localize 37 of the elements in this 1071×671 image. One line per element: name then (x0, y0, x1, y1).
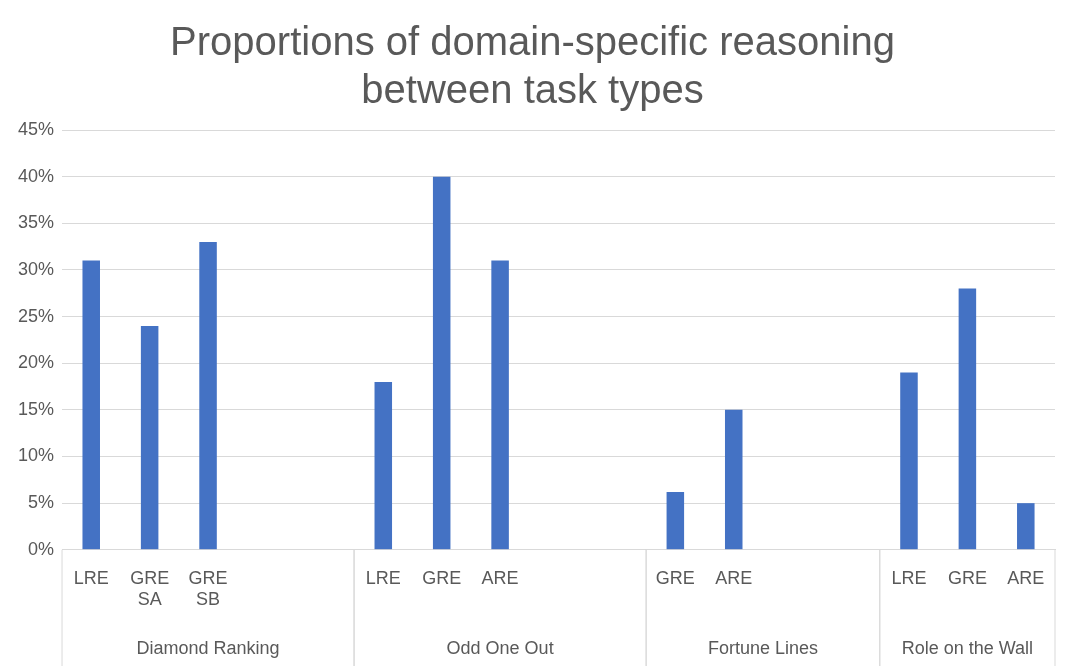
bar (666, 491, 685, 550)
x-tick-label: GRE (947, 567, 987, 588)
y-tick-label: 25% (18, 305, 55, 326)
chart-title: Proportions of domain-specific reasoning between task types (170, 19, 895, 112)
x-tick-label: LRE (73, 567, 109, 588)
y-tick-label: 35% (18, 212, 55, 233)
x-tick-label: LRE (891, 567, 927, 588)
x-tick-label: GRE (422, 567, 462, 588)
bar (374, 381, 393, 550)
y-tick-label: 45% (18, 118, 55, 139)
x-tick-label: GRE (655, 567, 695, 588)
bar (1017, 503, 1035, 550)
text: Odd One Out (446, 637, 554, 658)
x-tick-label: GRE SB (188, 567, 228, 610)
text: Role on the Wall (901, 637, 1034, 658)
y-tick-label: 15% (18, 398, 55, 419)
x-tick-label: ARE (1007, 567, 1045, 588)
bar (82, 260, 100, 550)
y-tick-label: 0% (28, 538, 55, 559)
y-tick-label: 30% (18, 258, 55, 279)
bar (140, 325, 159, 550)
bar (958, 288, 977, 550)
x-tick-label: ARE (481, 567, 519, 588)
y-tick-label: 40% (18, 165, 55, 186)
bar (900, 372, 918, 550)
x-tick-label: GRE SA (130, 567, 170, 610)
bar (199, 241, 217, 550)
x-tick-label: ARE (715, 567, 753, 588)
text: Fortune Lines (707, 637, 818, 658)
bar (491, 260, 509, 550)
x-tick-label: LRE (365, 567, 401, 588)
y-tick-label: 5% (28, 492, 55, 513)
bar (724, 409, 743, 550)
text: Diamond Ranking (136, 637, 280, 658)
y-tick-label: 20% (18, 352, 55, 373)
y-tick-label: 10% (18, 445, 55, 466)
bar (432, 176, 451, 550)
